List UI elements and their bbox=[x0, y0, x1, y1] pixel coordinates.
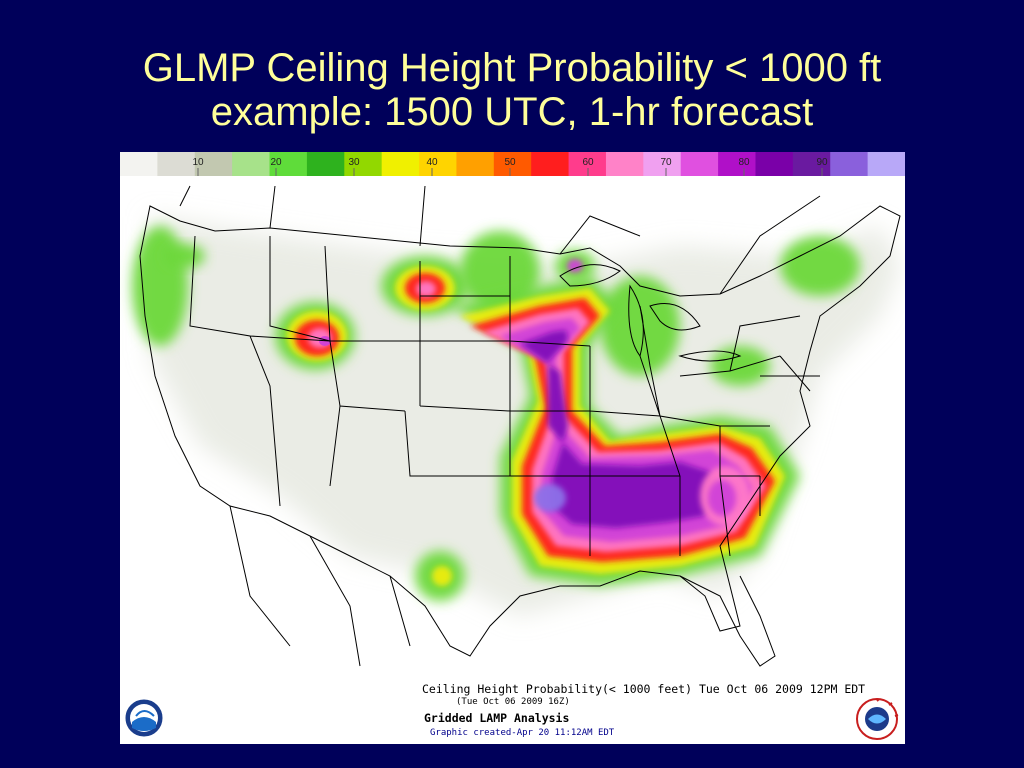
colorbar-swatch bbox=[830, 152, 869, 176]
colorbar-swatch bbox=[755, 152, 794, 176]
caption-created: Graphic created-Apr 20 11:12AM EDT bbox=[430, 728, 615, 738]
colorbar-tick-label: 70 bbox=[660, 157, 672, 168]
colorbar-swatch bbox=[344, 152, 383, 176]
colorbar-tick-label: 30 bbox=[348, 157, 360, 168]
colorbar-swatch bbox=[194, 152, 233, 176]
colorbar-swatch bbox=[643, 152, 682, 176]
colorbar-swatch bbox=[493, 152, 532, 176]
colorbar-swatch bbox=[306, 152, 345, 176]
noaa-logo bbox=[124, 698, 164, 738]
contour-pacnw bbox=[132, 226, 188, 346]
colorbar-swatch bbox=[232, 152, 271, 176]
slide-title: GLMP Ceiling Height Probability < 1000 f… bbox=[0, 46, 1024, 134]
colorbar-swatch bbox=[456, 152, 495, 176]
colorbar-swatch bbox=[157, 152, 196, 176]
nws-logo bbox=[856, 698, 899, 740]
caption-analysis: Gridded LAMP Analysis bbox=[424, 711, 570, 725]
boundaries bbox=[139, 185, 901, 667]
colorbar-swatch bbox=[792, 152, 831, 176]
contour-carolina-magenta bbox=[708, 480, 736, 516]
contour-mich-green bbox=[600, 276, 680, 376]
contour-texas-yellow bbox=[432, 566, 452, 586]
contour-wa bbox=[165, 244, 205, 268]
caption-product: Ceiling Height Probability(< 1000 feet) … bbox=[422, 682, 866, 696]
colorbar-tick-label: 40 bbox=[426, 157, 438, 168]
colorbar-tick-label: 60 bbox=[582, 157, 594, 168]
forecast-map-panel: 10 20 30 40 50 60 70 80 90 bbox=[120, 152, 905, 744]
colorbar-tick-label: 10 bbox=[192, 157, 204, 168]
colorbar-swatch bbox=[381, 152, 420, 176]
contour-main-purple bbox=[520, 330, 726, 528]
contour-nd-pink bbox=[416, 281, 436, 297]
colorbar-swatch bbox=[531, 152, 570, 176]
us-map bbox=[132, 185, 901, 667]
great-lakes bbox=[559, 264, 742, 362]
colorbar-tick-label: 90 bbox=[816, 157, 828, 168]
contour-ne-green bbox=[780, 236, 860, 296]
contour-ark-violet bbox=[534, 484, 566, 512]
title-line-2: example: 1500 UTC, 1-hr forecast bbox=[210, 90, 814, 134]
colorbar-swatch bbox=[718, 152, 757, 176]
colorbar-tick-label: 50 bbox=[504, 157, 516, 168]
probability-contours bbox=[132, 226, 860, 601]
florida bbox=[679, 575, 776, 667]
probability-colorbar: 10 20 30 40 50 60 70 80 90 bbox=[120, 152, 905, 176]
us-outline bbox=[139, 205, 901, 657]
canada-lines bbox=[179, 185, 821, 295]
caption-utc: (Tue Oct 06 2009 16Z) bbox=[456, 697, 570, 707]
colorbar-swatch bbox=[120, 152, 158, 176]
title-line-1: GLMP Ceiling Height Probability < 1000 f… bbox=[142, 46, 882, 90]
colorbar-swatch bbox=[867, 152, 905, 176]
colorbar-swatch bbox=[605, 152, 644, 176]
mexico-lines bbox=[229, 505, 411, 667]
colorbar-tick-label: 20 bbox=[270, 157, 282, 168]
colorbar-swatch bbox=[680, 152, 719, 176]
contour-ny-green bbox=[710, 346, 770, 386]
colorbar-tick-label: 80 bbox=[738, 157, 750, 168]
colorbar-swatch bbox=[419, 152, 458, 176]
state-lines-east bbox=[719, 315, 820, 557]
